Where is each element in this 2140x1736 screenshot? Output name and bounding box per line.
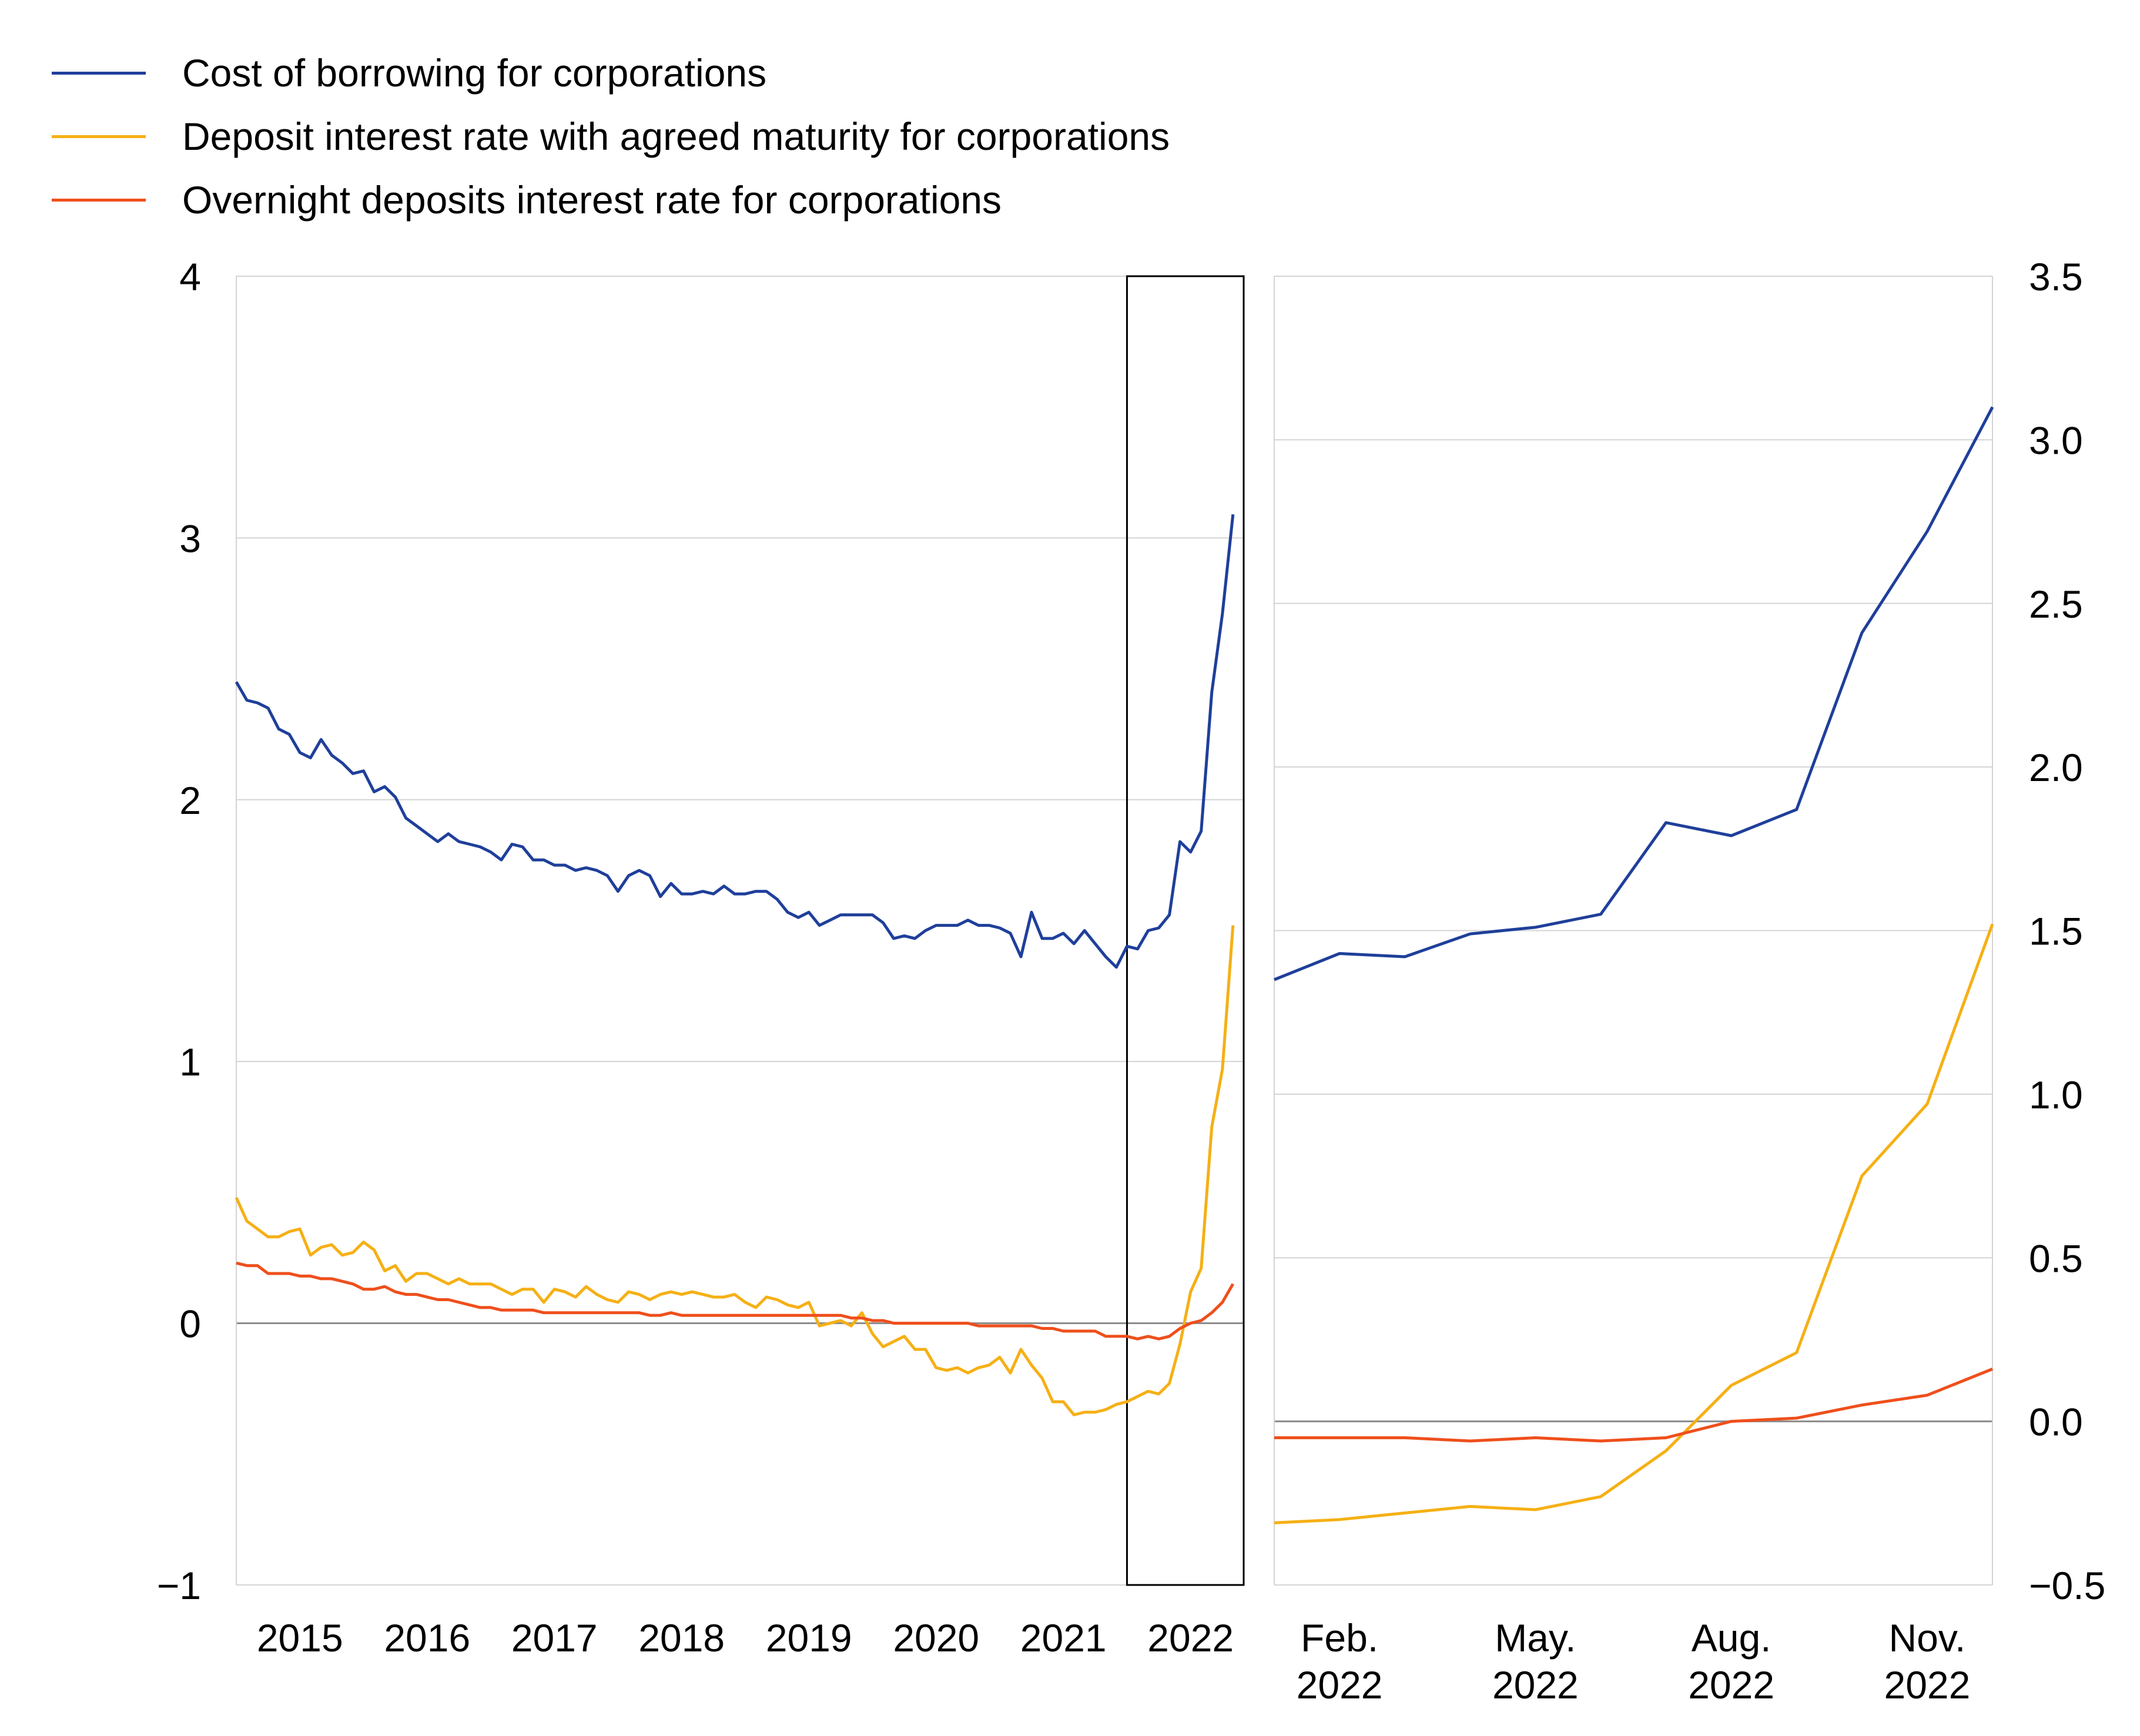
right-series-line-agreed [1274,923,1994,1524]
left-x-tick-label: 2018 [638,1616,725,1660]
legend-item-overnight: Overnight deposits interest rate for cor… [52,168,1170,232]
right-x-tick-label-year: 2022 [1297,1663,1383,1707]
left-x-tick-label: 2015 [257,1616,343,1660]
left-x-tick-label: 2019 [766,1616,852,1660]
right-y-tick-label: 0.0 [2029,1400,2083,1444]
right-x-tick-label-year: 2022 [1884,1663,1970,1707]
legend-label-cost: Cost of borrowing for corporations [182,51,767,95]
legend-swatch-agreed [52,135,146,138]
highlight-box [1126,275,1245,1586]
left-y-tick-label: 3 [179,517,201,560]
left-x-tick-label: 2017 [511,1616,598,1660]
right-x-tick-label-month: Feb. [1301,1616,1378,1660]
right-x-tick-label-year: 2022 [1688,1663,1774,1707]
legend-label-overnight: Overnight deposits interest rate for cor… [182,178,1002,222]
left-panel-chart: −1 0 1 2 3 4 2015 2016 2017 2018 2019 2020 2021 2022 [157,255,1245,1660]
right-y-tick-label: 2.5 [2029,582,2083,626]
left-series-line-overnight [236,1261,1234,1340]
left-y-tick-label: 4 [179,255,201,299]
left-y-tick-label: −1 [157,1564,201,1607]
right-y-tick-label: 3.0 [2029,418,2083,462]
legend-item-agreed-maturity: Deposit interest rate with agreed maturi… [52,105,1170,168]
left-y-tick-label: 2 [179,779,201,822]
left-x-tick-label: 2022 [1147,1616,1234,1660]
right-y-tick-label: 2.0 [2029,746,2083,789]
right-x-tick-label-year: 2022 [1492,1663,1579,1707]
right-y-tick-label: 1.5 [2029,910,2083,953]
left-series-line-cost [235,514,1235,969]
right-x-tick-label-month: May. [1495,1616,1576,1660]
right-y-tick-label: 0.5 [2029,1236,2083,1280]
right-y-tick-label: −0.5 [2029,1564,2105,1607]
legend-label-agreed: Deposit interest rate with agreed maturi… [182,115,1170,158]
left-y-tick-label: 1 [179,1040,201,1084]
right-y-tick-label: 3.5 [2029,255,2083,299]
right-x-tick-label-month: Nov. [1889,1616,1966,1660]
left-x-tick-label: 2020 [893,1616,979,1660]
legend-swatch-overnight [52,198,146,202]
right-panel-chart: −0.50.00.51.01.52.02.53.03.5Feb.2022May.… [1274,255,2105,1707]
left-x-tick-label: 2016 [384,1616,470,1660]
left-x-tick-label: 2021 [1020,1616,1107,1660]
left-y-tick-label: 0 [179,1302,201,1346]
chart-legend: Cost of borrowing for corporations Depos… [52,41,1170,232]
right-y-tick-label: 1.0 [2029,1073,2083,1117]
right-x-tick-label-month: Aug. [1692,1616,1771,1660]
legend-item-cost-of-borrowing: Cost of borrowing for corporations [52,41,1170,105]
right-series-line-overnight [1274,1368,1993,1443]
left-series-line-agreed [235,925,1235,1416]
legend-swatch-cost [52,71,146,75]
right-series-line-cost [1274,406,1994,981]
